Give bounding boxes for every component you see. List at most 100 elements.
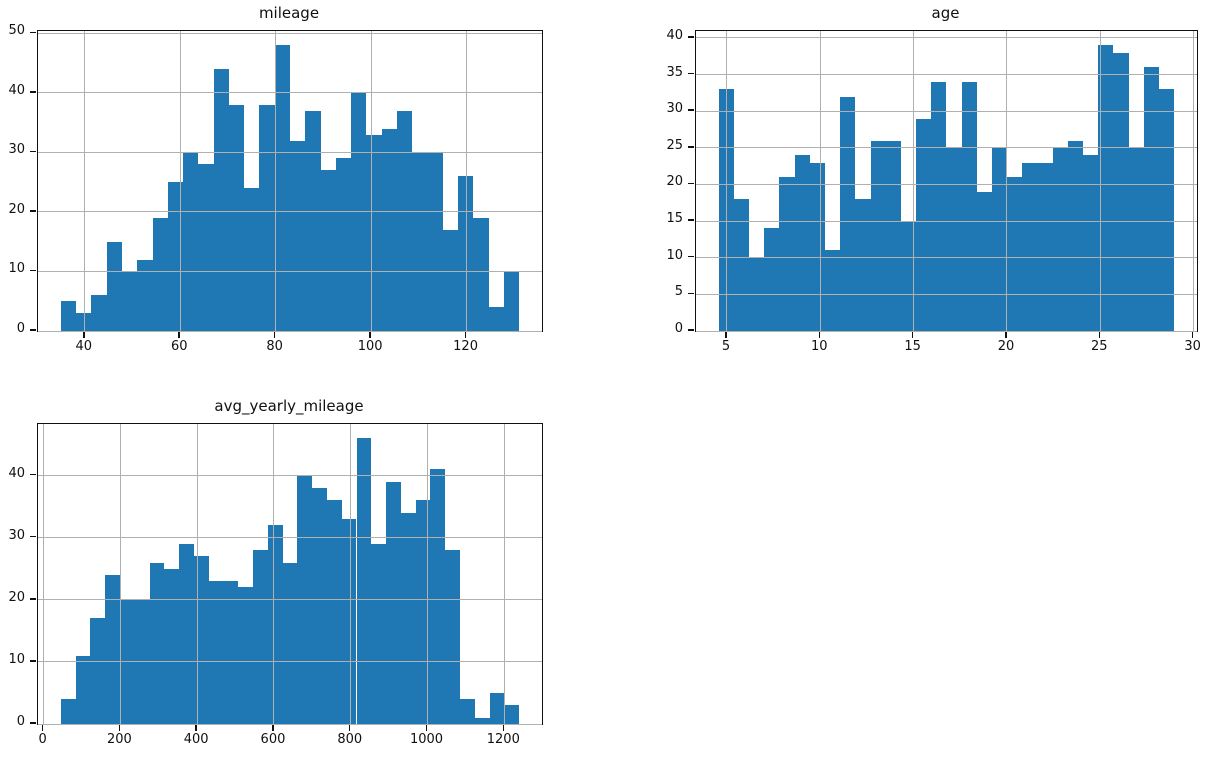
x-tick-mark [464, 331, 467, 338]
y-tick-label: 35 [666, 64, 683, 80]
gridline-horizontal [696, 183, 1197, 185]
gridline-horizontal [38, 723, 542, 725]
x-tick-label: 20 [997, 339, 1015, 354]
y-tick-mark [29, 31, 36, 34]
x-tick-label: 5 [721, 339, 731, 354]
histogram-bar [488, 307, 504, 331]
histogram-bar [137, 259, 153, 331]
y-tick-label: 10 [666, 247, 683, 263]
histogram-bar [503, 271, 520, 331]
y-tick-mark [29, 329, 36, 331]
y-tick-label: 30 [8, 527, 25, 543]
histogram-bar [931, 81, 947, 331]
gridline-vertical [273, 424, 275, 724]
gridline-horizontal [696, 330, 1197, 332]
histogram-bar [179, 543, 194, 724]
histogram-bar [442, 229, 458, 331]
histogram-bar [244, 188, 260, 331]
x-tick-label: 25 [1091, 339, 1108, 354]
gridline-vertical [275, 31, 277, 331]
histogram-bar [183, 152, 199, 331]
gridline-vertical [1193, 31, 1195, 331]
histogram-bar [870, 140, 886, 331]
x-tick-label: 1000 [409, 732, 444, 747]
gridline-horizontal [38, 270, 542, 272]
histogram-bar [885, 140, 901, 331]
x-tick-label: 10 [811, 339, 828, 354]
gridline-horizontal [696, 220, 1197, 222]
x-tick-mark [272, 724, 274, 731]
histogram-bar [267, 525, 283, 724]
gridline-vertical [43, 424, 45, 724]
y-tick-mark [687, 292, 694, 295]
plot-area [695, 30, 1198, 332]
histogram-bar [809, 162, 826, 331]
histogram-bar [1128, 147, 1144, 331]
y-tick-mark [687, 109, 694, 111]
y-tick-mark [687, 219, 694, 221]
x-tick-mark [818, 331, 821, 338]
histogram-bar [1052, 147, 1068, 331]
histogram-bar [1007, 177, 1023, 331]
histogram-bar [290, 140, 306, 331]
y-tick-mark [29, 210, 36, 212]
histogram-bar [381, 128, 397, 331]
histogram-bar [489, 692, 505, 724]
y-tick-mark [29, 150, 36, 153]
chart-title-age: age [931, 4, 960, 22]
y-tick-label: 15 [666, 211, 683, 227]
y-tick-mark [29, 535, 36, 538]
histogram-bar [75, 655, 91, 724]
gridline-vertical [427, 424, 429, 724]
y-tick-mark [29, 91, 36, 93]
x-tick-label: 15 [904, 339, 921, 354]
gridline-horizontal [38, 475, 542, 477]
gridline-horizontal [38, 330, 542, 332]
histogram-bar [415, 500, 431, 724]
y-tick-label: 50 [8, 23, 25, 39]
x-tick-label: 400 [183, 732, 209, 747]
histogram-bar [149, 562, 165, 724]
x-tick-label: 100 [357, 339, 383, 354]
histogram-bar [825, 250, 841, 331]
gridline-vertical [196, 424, 198, 724]
x-tick-mark [195, 724, 197, 731]
histogram-bar [855, 199, 871, 331]
x-tick-mark [1005, 331, 1007, 338]
chart-title-avg-yearly-mileage: avg_yearly_mileage [214, 397, 364, 415]
histogram-bar [60, 699, 76, 724]
gridline-horizontal [38, 151, 542, 153]
histogram-bar [282, 562, 298, 724]
gridline-horizontal [38, 92, 542, 94]
x-tick-mark [348, 724, 351, 731]
histogram-bar [473, 217, 489, 331]
x-tick-label: 120 [453, 339, 478, 354]
histogram-bar [840, 96, 856, 331]
histogram-bar [228, 104, 245, 331]
gridline-horizontal [38, 599, 542, 601]
histogram-bar [900, 221, 917, 331]
gridline-horizontal [696, 257, 1197, 259]
x-tick-mark [911, 331, 914, 338]
y-tick-label: 40 [8, 82, 25, 98]
gridline-vertical [370, 31, 372, 331]
x-tick-label: 0 [38, 732, 47, 747]
histogram-bar [992, 147, 1008, 331]
histogram-bar [1098, 45, 1114, 331]
y-tick-label: 20 [8, 589, 25, 605]
histogram-bar [764, 228, 780, 331]
x-tick-label: 600 [260, 732, 286, 747]
histogram-bar [253, 550, 268, 724]
gridline-horizontal [696, 147, 1197, 149]
histogram-bar [208, 581, 224, 724]
y-tick-label: 30 [8, 142, 25, 158]
histogram-bar [259, 104, 275, 331]
y-tick-label: 0 [16, 321, 25, 336]
histogram-bar [779, 177, 795, 331]
histogram-bar [504, 705, 520, 724]
histogram-bar [238, 587, 254, 724]
x-tick-mark [273, 331, 276, 338]
histogram-bar [946, 147, 962, 331]
histogram-bar [1143, 67, 1160, 331]
x-tick-label: 30 [1184, 339, 1201, 354]
